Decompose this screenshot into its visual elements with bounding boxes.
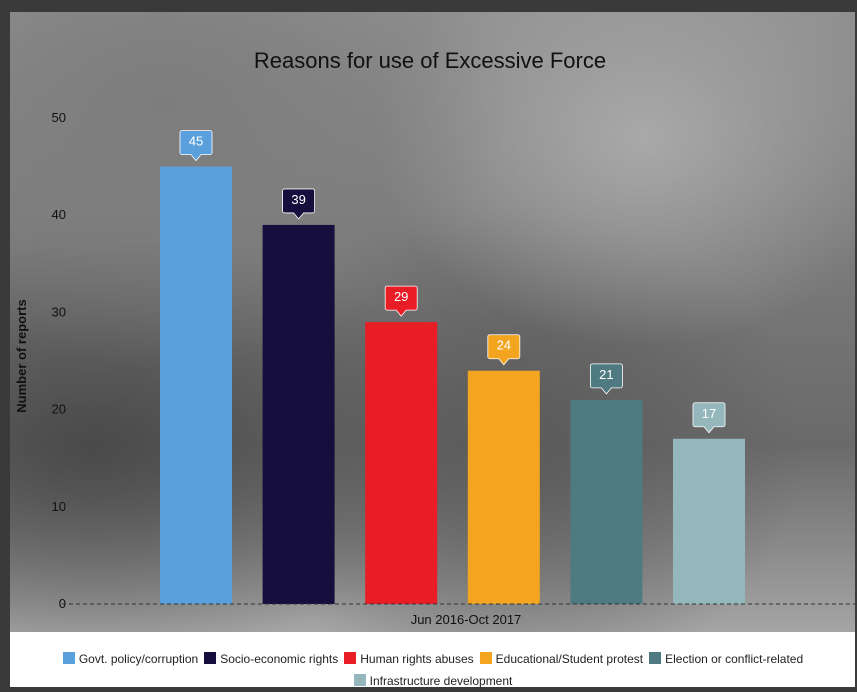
data-label: 39: [291, 192, 305, 207]
data-label-callout: [487, 334, 521, 366]
legend-label: Educational/Student protest: [495, 652, 644, 666]
legend-swatch: [479, 652, 492, 664]
legend-swatch: [204, 652, 217, 664]
bar: [467, 370, 540, 604]
data-label-callout: [692, 402, 726, 434]
y-tick-label: 10: [52, 499, 66, 514]
bar: [160, 166, 232, 604]
data-label-callout: [282, 188, 315, 220]
legend-swatch: [353, 674, 366, 686]
bar-chart: Reasons for use of Excessive Force Numbe…: [14, 48, 855, 627]
data-label: 17: [702, 406, 716, 421]
chart-title: Reasons for use of Excessive Force: [254, 48, 606, 73]
chart-frame: Reasons for use of Excessive Force Numbe…: [10, 12, 855, 688]
y-tick-label: 20: [52, 402, 66, 417]
legend-item: Educational/Student protest: [479, 648, 644, 670]
legend-label: Election or conflict-related: [665, 652, 804, 666]
x-axis-label: Jun 2016-Oct 2017: [411, 612, 522, 627]
legend-item: Infrastructure development: [353, 670, 513, 692]
legend-item: Human rights abuses: [344, 648, 474, 670]
legend-swatch: [62, 652, 75, 664]
y-tick-label: 50: [52, 110, 66, 125]
data-label: 21: [599, 367, 613, 382]
legend-label: Infrastructure development: [369, 674, 513, 688]
y-tick-label: 30: [52, 304, 66, 319]
data-label-callout: [590, 363, 623, 395]
legend-swatch: [344, 652, 357, 664]
legend-label: Socio-economic rights: [220, 652, 339, 666]
data-label: 29: [394, 289, 408, 304]
legend-item: Socio-economic rights: [204, 648, 338, 670]
bar: [570, 399, 643, 604]
legend-label: Human rights abuses: [360, 652, 474, 666]
y-axis-label: Number of reports: [14, 299, 29, 412]
legend: Govt. policy/corruption Socio-economic ri…: [18, 648, 848, 692]
bar: [262, 224, 335, 605]
legend-item: Election or conflict-related: [649, 648, 803, 670]
bar: [673, 438, 745, 604]
bar: [365, 322, 438, 604]
legend-item: Govt. policy/corruption: [62, 648, 199, 670]
data-label: 45: [189, 134, 203, 149]
legend-swatch: [649, 652, 662, 664]
data-label-callout: [384, 285, 418, 317]
y-tick-label: 40: [52, 207, 66, 222]
legend-label: Govt. policy/corruption: [78, 652, 199, 666]
data-label: 24: [497, 338, 511, 353]
data-label-callout: [179, 130, 213, 162]
